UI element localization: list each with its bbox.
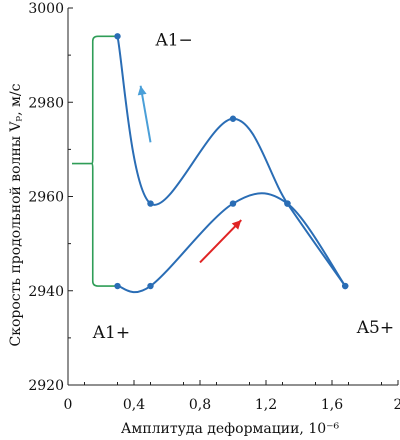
- y-tick-label: 2960: [28, 190, 64, 206]
- x-ticks: 0 0,4 0,8 1,2 1,6 2: [64, 380, 400, 413]
- y-tick-label: 2940: [28, 284, 64, 300]
- bracket: [72, 35, 115, 287]
- x-tick-label: 1,2: [255, 397, 277, 413]
- data-point: [114, 33, 121, 40]
- annot-layer: A1− A1+ A5+: [92, 31, 394, 343]
- y-tick-label: 2920: [28, 378, 64, 394]
- data-point: [147, 200, 154, 207]
- annotation-label: A1+: [92, 323, 130, 343]
- series-line-1: [117, 192, 347, 294]
- y-axis-label: Скорость продольной волны Vₚ, м/с: [8, 83, 24, 346]
- data-point: [284, 200, 291, 207]
- data-point: [229, 115, 237, 122]
- x-tick-label: 1,6: [321, 397, 343, 413]
- data-point: [147, 282, 154, 290]
- arrow-layer: [137, 85, 242, 264]
- data-point: [114, 282, 121, 290]
- x-tick-label: 2: [394, 397, 400, 413]
- data-point: [342, 282, 349, 290]
- annotation-label: A5+: [356, 318, 394, 338]
- x-tick-label: 0,4: [123, 397, 145, 413]
- trend-arrow-head: [137, 85, 147, 96]
- y-ticks: 2920 2940 2960 2980 3000: [28, 1, 73, 394]
- bracket-layer: [72, 35, 115, 287]
- axes: 0 0,4 0,8 1,2 1,6 2 2920 2940 2960 2980 3000: [28, 1, 400, 413]
- trend-arrow-head: [231, 220, 242, 230]
- annotation-label: A1−: [154, 31, 192, 51]
- trend-arrow-line: [139, 85, 152, 143]
- x-axis-label: Амплитуда деформации, 10⁻⁶: [121, 421, 340, 437]
- series-line-0: [116, 36, 347, 287]
- points-layer: [114, 33, 349, 290]
- x-tick-label: 0: [64, 397, 73, 413]
- trend-arrow-line: [199, 219, 242, 264]
- x-tick-label: 0,8: [189, 397, 211, 413]
- y-tick-label: 3000: [28, 1, 64, 17]
- series-layer: [116, 36, 347, 294]
- data-point: [229, 200, 237, 207]
- y-tick-label: 2980: [28, 95, 64, 111]
